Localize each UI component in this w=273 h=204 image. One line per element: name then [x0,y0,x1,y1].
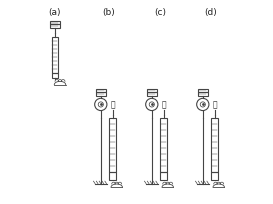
Bar [160,172,167,180]
Text: (b): (b) [103,8,115,17]
Bar [96,89,106,92]
Bar [211,172,218,180]
Bar [96,92,106,96]
Bar [52,73,58,78]
Text: (d): (d) [204,8,217,17]
Bar [109,118,116,172]
Bar [50,21,60,24]
Bar [50,24,60,28]
Bar [198,89,208,92]
Bar [211,118,218,172]
Bar [147,89,157,92]
Text: 乙: 乙 [162,100,166,109]
Text: 丙: 丙 [213,100,217,109]
Bar [198,92,208,96]
Bar [147,92,157,96]
Text: 三: 三 [111,100,115,109]
Bar [52,37,58,73]
Bar [109,172,116,180]
Bar [160,118,167,172]
Text: (a): (a) [49,8,61,17]
Text: (c): (c) [154,8,166,17]
